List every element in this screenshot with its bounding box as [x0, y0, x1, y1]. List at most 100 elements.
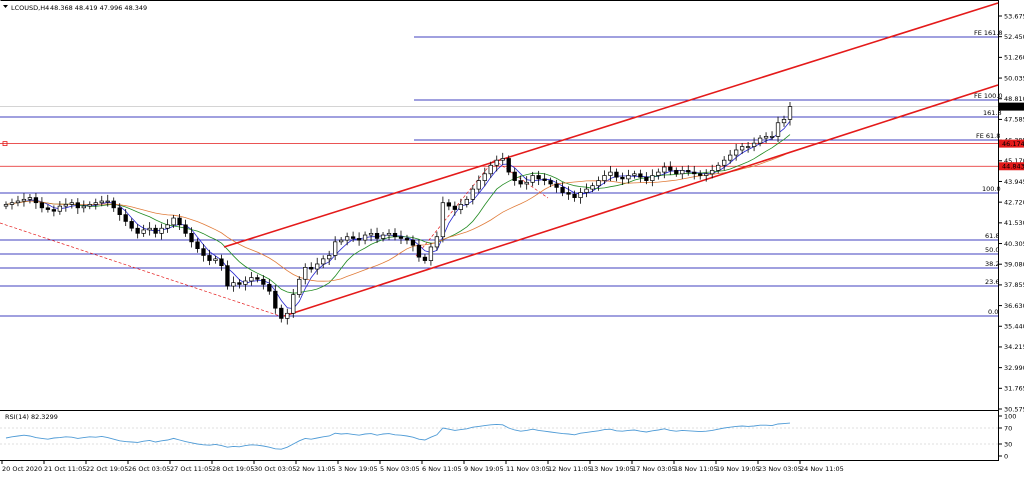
candle-body	[117, 207, 122, 215]
candle-body	[787, 106, 793, 120]
candle	[763, 132, 769, 144]
candle	[548, 177, 553, 188]
candle-body	[428, 246, 434, 261]
candle-body	[680, 170, 685, 175]
candle	[518, 175, 523, 188]
symbol-dropdown-icon[interactable]	[3, 5, 8, 8]
candle	[769, 131, 775, 140]
candle	[476, 175, 481, 193]
x-tick-label: 21 Oct 11:05	[44, 465, 86, 473]
candle	[446, 199, 452, 211]
candle-body	[368, 232, 374, 236]
candle-body	[189, 232, 194, 243]
candle	[338, 237, 344, 245]
candle	[333, 236, 338, 261]
candle-body	[87, 204, 92, 207]
candle-body	[249, 277, 254, 282]
candle	[3, 201, 9, 210]
candle	[650, 169, 655, 187]
y-tick-label: 47.585	[1004, 116, 1024, 124]
candle-body	[440, 202, 446, 238]
candle	[614, 168, 619, 182]
candle-body	[159, 227, 164, 234]
candle	[374, 227, 380, 244]
candle-body	[297, 278, 302, 295]
y-tick-label: 37.855	[1004, 281, 1024, 289]
candle	[704, 169, 709, 182]
candle	[775, 116, 781, 142]
candle-body	[554, 183, 559, 188]
candle-body	[464, 198, 469, 205]
x-tick-label: 2 Nov 11:05	[296, 465, 336, 473]
ohlc-header: 48.368 48.419 47.996 48.349	[50, 4, 147, 12]
candle-body	[39, 202, 45, 209]
ma-slow-line	[5, 151, 791, 282]
candle-body	[237, 282, 242, 285]
channel-lower-line	[283, 84, 999, 317]
y-tick-label: 50.035	[1004, 74, 1024, 82]
candle-body	[183, 224, 188, 234]
fib-level-label: 161.8	[983, 109, 1002, 117]
candle-body	[422, 256, 428, 261]
candle	[15, 195, 21, 207]
candle-body	[9, 202, 15, 205]
candle-body	[213, 258, 218, 261]
x-tick-label: 23 Nov 03:05	[758, 465, 802, 473]
candle	[506, 155, 511, 176]
candle-body	[81, 205, 86, 209]
x-tick-label: 6 Nov 11:05	[422, 465, 462, 473]
candle	[105, 194, 110, 207]
y-tick-label: 52.450	[1004, 33, 1024, 41]
x-tick-label: 20 Oct 2020	[2, 465, 42, 473]
candle	[608, 165, 613, 182]
candle-body	[781, 119, 787, 124]
candle	[458, 198, 463, 215]
candle	[81, 200, 86, 213]
candle	[249, 271, 254, 286]
candle-body	[195, 241, 200, 250]
candle	[680, 166, 685, 179]
candle	[733, 143, 739, 161]
candle	[698, 170, 703, 180]
candle	[159, 223, 164, 240]
candle-body	[392, 232, 398, 238]
candle-body	[602, 175, 607, 181]
candle-body	[584, 188, 589, 193]
candle-body	[434, 236, 440, 248]
fib-level-label: 0.0	[988, 308, 998, 316]
candle	[572, 190, 577, 202]
x-tick-label: 27 Oct 11:05	[170, 465, 212, 473]
candle	[488, 161, 493, 178]
fib-level-label: FE 161.8	[974, 29, 1003, 37]
x-tick-label: 3 Nov 19:05	[338, 465, 378, 473]
candle-body	[542, 178, 547, 181]
candle	[422, 254, 428, 264]
candle-body	[344, 236, 350, 241]
candle	[201, 244, 206, 262]
candle-body	[488, 164, 493, 175]
y-tick-label: 53.675	[1004, 12, 1024, 20]
candle	[500, 152, 505, 165]
candle	[710, 164, 715, 179]
candle-body	[129, 221, 134, 229]
candle-body	[333, 241, 338, 256]
x-tick-label: 12 Nov 11:05	[548, 465, 592, 473]
candle-body	[153, 227, 158, 234]
candle	[716, 162, 721, 174]
candle	[380, 231, 386, 242]
candle	[757, 135, 763, 147]
candle	[781, 115, 787, 127]
candle-body	[674, 170, 679, 175]
y-tick-label: 34.215	[1004, 343, 1024, 351]
y-tick-label: 43.945	[1004, 178, 1024, 186]
x-tick-label: 30 Oct 03:05	[254, 465, 296, 473]
candle-body	[380, 234, 386, 239]
candle-body	[632, 173, 637, 176]
candle-body	[321, 258, 326, 265]
candle-body	[775, 122, 781, 137]
candle	[536, 170, 541, 186]
candle-body	[243, 280, 248, 285]
candle	[57, 201, 63, 215]
fib-level-label: FE 100.0	[974, 92, 1003, 100]
